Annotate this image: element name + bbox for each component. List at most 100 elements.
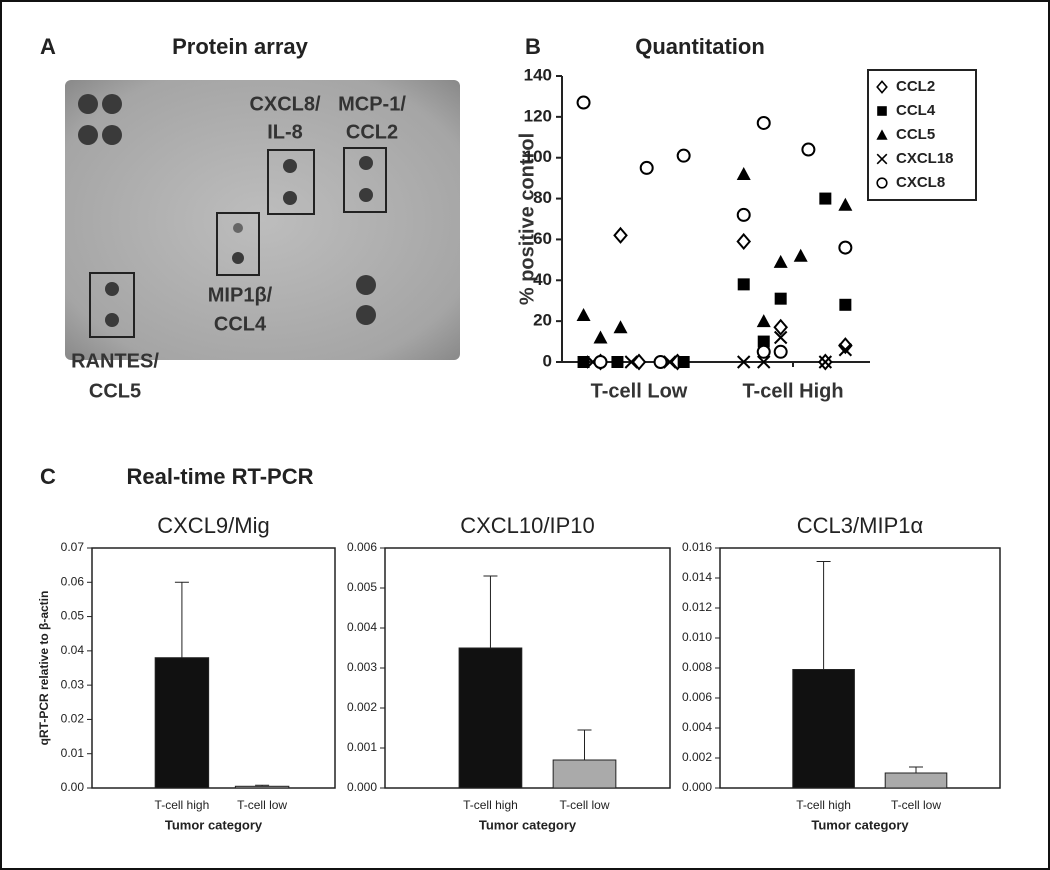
point <box>773 344 788 359</box>
point <box>576 308 591 322</box>
y-tick-label: 0.03 <box>61 677 85 691</box>
y-tick-label: 140 <box>524 65 552 84</box>
error-bar <box>483 575 498 648</box>
y-tick-label: 100 <box>524 147 552 166</box>
y-tick-label: 0.010 <box>682 630 712 644</box>
y-tick-label: 0.005 <box>347 580 377 594</box>
point <box>774 292 787 305</box>
y-tick-label: 0.05 <box>61 609 85 623</box>
panel-title: Protein array <box>172 34 308 59</box>
point <box>818 355 833 369</box>
y-tick-label: 0.06 <box>61 574 85 588</box>
point <box>576 95 591 110</box>
error-bar <box>909 766 923 773</box>
point <box>757 355 771 369</box>
y-tick-label: 0.014 <box>682 570 712 584</box>
array-label: CCL5 <box>89 380 141 402</box>
bar <box>552 759 617 789</box>
legend-label: CXCL18 <box>896 150 954 167</box>
point <box>838 337 853 355</box>
y-tick-label: 0.001 <box>347 740 377 754</box>
array-label: MCP-1/ <box>338 93 406 115</box>
x-tick-label: T-cell low <box>559 798 609 812</box>
point <box>773 318 788 336</box>
point <box>736 167 751 181</box>
x-tick-label: T-cell high <box>463 798 518 812</box>
y-tick-label: 40 <box>533 270 552 289</box>
point <box>819 192 832 205</box>
plot-frame <box>719 547 1001 789</box>
point <box>737 278 750 291</box>
legend-marker <box>876 80 888 94</box>
y-tick-label: 0.01 <box>61 746 85 760</box>
point <box>593 330 608 344</box>
y-axis-label: % positive control <box>516 133 538 305</box>
error-bar <box>577 729 592 760</box>
y-tick-label: 20 <box>533 311 552 330</box>
point <box>793 248 808 262</box>
y-tick-label: 0.004 <box>682 720 712 734</box>
y-tick-label: 60 <box>533 229 552 248</box>
x-axis-label: Tumor category <box>811 817 909 832</box>
x-tick-label: T-cell low <box>237 798 287 812</box>
y-tick-label: 0.006 <box>682 690 712 704</box>
y-tick-label: 80 <box>533 188 552 207</box>
legend-label: CXCL8 <box>896 174 945 191</box>
y-tick-label: 0.006 <box>347 540 377 554</box>
x-axis-label: Tumor category <box>165 817 263 832</box>
point <box>838 240 853 255</box>
array-label: RANTES/ <box>71 350 159 372</box>
y-tick-label: 120 <box>524 106 552 125</box>
point <box>756 344 771 359</box>
bar <box>234 785 290 789</box>
y-tick-label: 0.00 <box>61 780 85 794</box>
legend-box <box>867 69 977 201</box>
array-label: MIP1β/ <box>208 284 273 306</box>
y-tick-label: 0.002 <box>347 700 377 714</box>
point <box>653 355 668 369</box>
x-tick-label: T-cell high <box>155 798 210 812</box>
chart-title: CCL3/MIP1α <box>797 513 924 538</box>
point <box>839 298 852 311</box>
point <box>736 207 751 222</box>
array-image <box>65 80 460 360</box>
point <box>737 355 751 369</box>
panel-letter: B <box>525 34 541 59</box>
y-tick-label: 0.02 <box>61 712 85 726</box>
panel-title: Real-time RT-PCR <box>126 464 313 489</box>
plot-frame <box>384 547 671 789</box>
point <box>676 148 691 163</box>
panel-letter: C <box>40 464 56 489</box>
legend-label: CCL5 <box>896 126 935 143</box>
y-tick-label: 0.004 <box>347 620 377 634</box>
error-bar <box>816 561 831 670</box>
legend-label: CCL4 <box>896 102 936 119</box>
y-tick-label: 0.000 <box>347 780 377 794</box>
array-label: CCL2 <box>346 121 398 143</box>
legend-marker <box>876 177 888 189</box>
x-tick-label: T-cell High <box>742 380 843 402</box>
bar <box>154 657 210 789</box>
bar <box>458 647 523 789</box>
plot-frame <box>91 547 336 789</box>
y-tick-label: 0.016 <box>682 540 712 554</box>
point <box>773 254 788 268</box>
point <box>677 356 690 368</box>
point <box>757 335 770 348</box>
point <box>611 356 624 368</box>
y-tick-label: 0.04 <box>61 643 85 657</box>
point <box>624 355 639 369</box>
error-bar <box>174 581 189 658</box>
x-tick-label: T-cell Low <box>591 380 688 402</box>
point <box>593 355 608 369</box>
y-tick-label: 0.008 <box>682 660 712 674</box>
legend-marker <box>876 129 888 140</box>
array-label: CXCL8/ <box>249 93 321 115</box>
x-axis-label: Tumor category <box>479 817 577 832</box>
y-tick-label: 0.07 <box>61 540 85 554</box>
point <box>801 142 816 157</box>
point <box>577 356 590 368</box>
chart-title: Quantitation <box>635 34 765 59</box>
